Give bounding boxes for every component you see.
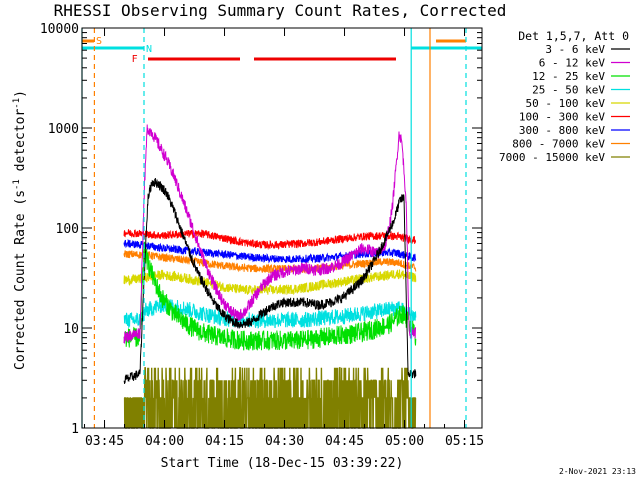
y-tick-label: 10000 xyxy=(40,22,79,37)
legend-entry-label: 3 - 6 keV xyxy=(545,43,605,56)
plot-frame xyxy=(81,27,483,429)
flare-label: F xyxy=(132,54,138,65)
y-axis-label-main: Corrected Count Rate (s xyxy=(13,190,28,370)
series-line xyxy=(123,177,417,384)
y-tick-label: 1 xyxy=(71,422,79,437)
y-axis-label-sup: -1 xyxy=(12,179,22,190)
series-line xyxy=(123,241,417,351)
saa-label: S xyxy=(96,36,102,47)
legend-entry-label: 12 - 25 keV xyxy=(532,70,605,83)
legend-header: Det 1,5,7, Att 0 xyxy=(518,29,629,43)
timestamp-footer: 2-Nov-2021 23:13 xyxy=(559,467,636,476)
x-tick-label: 03:45 xyxy=(85,434,124,449)
legend-entry-label: 25 - 50 keV xyxy=(532,84,605,97)
legend-entry-label: 100 - 300 keV xyxy=(519,111,605,124)
y-tick-label: 10 xyxy=(63,322,79,337)
series-line xyxy=(123,229,417,251)
y-axis-label: Corrected Count Rate (s-1 detector-1) xyxy=(12,90,28,370)
x-axis-ticks: 03:45 04:00 04:15 04:30 04:45 05:00 05:15 xyxy=(84,28,484,449)
series-line xyxy=(123,238,417,264)
y-axis-label-sup2: -1 xyxy=(12,98,22,109)
legend-entry-label: 300 - 800 keV xyxy=(519,124,605,137)
chart-title: RHESSI Observing Summary Count Rates, Co… xyxy=(54,1,507,20)
x-axis-label: Start Time (18-Dec-15 03:39:22) xyxy=(161,456,404,471)
night-label: N xyxy=(146,44,152,55)
legend-entry-label: 50 - 100 keV xyxy=(526,97,606,110)
x-tick-label: 05:15 xyxy=(445,434,484,449)
y-axis-label-tail: detector xyxy=(13,109,28,180)
x-tick-label: 05:00 xyxy=(385,434,424,449)
series-line xyxy=(123,269,417,296)
series-line xyxy=(123,124,416,344)
y-tick-label: 100 xyxy=(56,222,79,237)
y-axis-ticks: 1 10 100 1000 10000 xyxy=(40,22,482,437)
x-tick-label: 04:45 xyxy=(325,434,364,449)
x-tick-label: 04:30 xyxy=(265,434,304,449)
series-line xyxy=(123,367,417,429)
plot-area: S NF xyxy=(81,28,482,429)
series-line xyxy=(123,250,417,274)
legend-entry-label: 7000 - 15000 keV xyxy=(499,151,605,164)
legend-entry-label: 6 - 12 keV xyxy=(539,57,606,70)
y-tick-label: 1000 xyxy=(48,122,79,137)
y-axis-label-end: ) xyxy=(13,90,28,98)
x-tick-label: 04:15 xyxy=(205,434,244,449)
legend-entry-label: 800 - 7000 keV xyxy=(512,138,605,151)
x-tick-label: 04:00 xyxy=(145,434,184,449)
